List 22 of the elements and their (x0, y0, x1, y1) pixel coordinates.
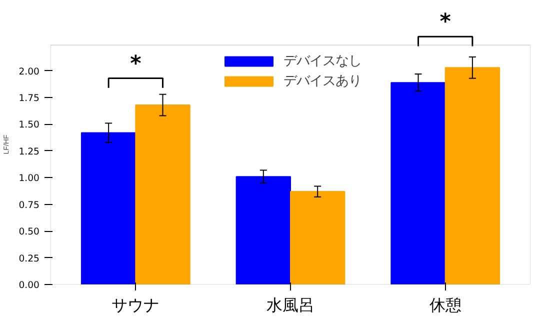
bar (390, 82, 446, 284)
text: * (440, 10, 451, 35)
legend-label: デバイスなし (284, 53, 362, 70)
bar (444, 67, 500, 284)
y-tick-label: 0.25 (18, 253, 40, 264)
x-tick-label: サウナ (112, 296, 160, 314)
y-tick-label: 0.00 (18, 280, 40, 291)
x-tick-label: 水風呂 (266, 296, 314, 314)
y-tick-label: 2.00 (18, 66, 40, 78)
y-tick-label: 0.75 (18, 200, 40, 211)
y-tick-label: 0.50 (18, 226, 40, 238)
bar (290, 191, 346, 284)
bar (135, 104, 190, 284)
annotation: * (130, 51, 142, 76)
y-tick-label: 1.00 (18, 173, 40, 184)
bar (80, 132, 136, 284)
y-tick-label: 1.25 (18, 146, 40, 158)
y-tick-label: 1.75 (18, 93, 40, 104)
legend-label: デバイスあり (284, 73, 362, 90)
bar (236, 176, 291, 284)
y-tick-label: 1.50 (18, 120, 40, 131)
x-tick-label: 休憩 (429, 296, 462, 314)
